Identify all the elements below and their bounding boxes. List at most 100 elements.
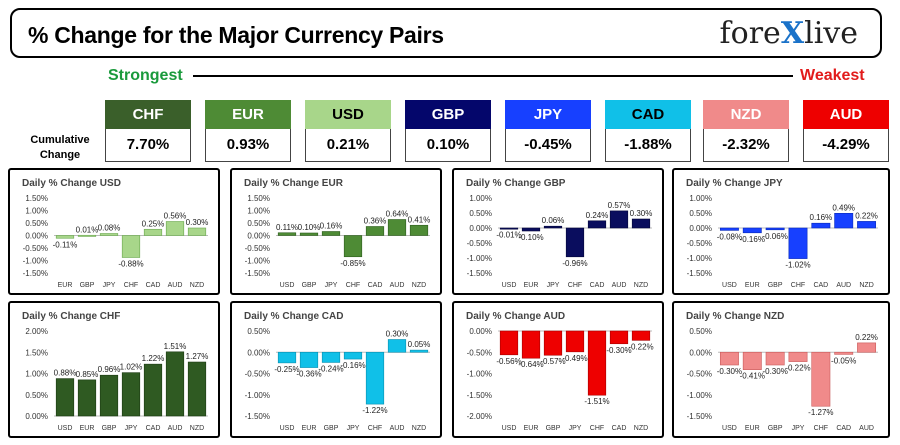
- daily-change-chart: Daily % Change USD 1.50% 1.00% 0.50% 0.00% -0…: [22, 178, 208, 289]
- y-tick-label: 0.50%: [689, 327, 712, 336]
- data-label: -0.64%: [518, 360, 543, 369]
- bar-gbp: [765, 227, 785, 231]
- data-label: -1.27%: [808, 408, 833, 417]
- y-tick-label: 0.00%: [247, 348, 270, 357]
- bar-cad: [811, 222, 831, 229]
- data-label: -0.22%: [785, 364, 810, 373]
- x-tick-label: AUD: [836, 282, 851, 289]
- x-tick-label: GBP: [768, 282, 783, 289]
- x-tick-label: USD: [722, 282, 737, 289]
- bar-gbp: [299, 232, 319, 236]
- data-label: -1.22%: [362, 406, 387, 415]
- x-tick-label: NZD: [412, 282, 426, 289]
- data-label: 1.22%: [142, 354, 165, 363]
- x-tick-label: CAD: [146, 425, 161, 432]
- y-tick-label: 0.00%: [689, 348, 712, 357]
- x-tick-label: USD: [280, 425, 295, 432]
- cumulative-value: -0.45%: [505, 129, 591, 162]
- bar-eur: [742, 227, 762, 234]
- data-label: 1.02%: [120, 363, 143, 372]
- bar-gbp: [99, 374, 119, 417]
- bar-nzd: [631, 218, 651, 229]
- data-label: -0.16%: [740, 235, 765, 244]
- strongest-label: Strongest: [108, 67, 183, 84]
- bar-nzd: [409, 349, 429, 353]
- bar-usd: [499, 227, 519, 230]
- x-tick-label: AUD: [168, 282, 183, 289]
- y-tick-label: 0.50%: [469, 209, 492, 218]
- cumulative-box-cad: CAD -1.88%: [605, 100, 691, 163]
- currency-code: CAD: [605, 100, 691, 129]
- bar-usd: [55, 378, 75, 417]
- chart-title: Daily % Change CHF: [22, 311, 120, 322]
- y-tick-label: 0.00%: [469, 327, 492, 336]
- x-tick-label: CHF: [590, 425, 604, 432]
- bar-chf: [121, 235, 141, 258]
- y-tick-label: 2.00%: [25, 327, 48, 336]
- data-label: -0.08%: [717, 232, 742, 241]
- chart-title: Daily % Change EUR: [244, 178, 344, 189]
- cumulative-value: 0.21%: [305, 129, 391, 162]
- x-tick-label: GBP: [546, 425, 561, 432]
- y-tick-label: 1.00%: [689, 194, 712, 203]
- x-tick-label: CAD: [146, 282, 161, 289]
- daily-change-chart: Daily % Change JPY1.00%0.50%0.00%-0.50%-…: [686, 178, 878, 289]
- currency-code: GBP: [405, 100, 491, 129]
- y-tick-label: 1.00%: [247, 207, 270, 216]
- currency-code: NZD: [703, 100, 789, 129]
- x-tick-label: USD: [502, 425, 517, 432]
- y-tick-label: 0.50%: [689, 209, 712, 218]
- daily-change-chart: Daily % Change NZD 0.50% 0.00% -0.50% -1.00%…: [686, 311, 878, 432]
- bar-eur: [521, 330, 541, 359]
- x-tick-label: JPY: [125, 425, 138, 432]
- x-tick-label: CAD: [590, 282, 605, 289]
- currency-code: AUD: [803, 100, 889, 129]
- x-tick-label: CHF: [346, 282, 360, 289]
- x-tick-label: NZD: [190, 425, 204, 432]
- data-label: 0.24%: [586, 211, 609, 220]
- bar-aud: [857, 342, 877, 353]
- currency-code: JPY: [505, 100, 591, 129]
- y-tick-label: 0.50%: [247, 219, 270, 228]
- bar-chf: [811, 351, 831, 407]
- bar-cad: [143, 228, 163, 236]
- x-tick-label: NZD: [190, 282, 204, 289]
- bar-aud: [165, 351, 185, 417]
- data-label: -0.56%: [496, 357, 521, 366]
- x-tick-label: USD: [280, 282, 295, 289]
- currency-code: EUR: [205, 100, 291, 129]
- bar-nzd: [409, 224, 429, 236]
- cumulative-value: 7.70%: [105, 129, 191, 162]
- x-tick-label: AUD: [168, 425, 183, 432]
- chart-panel-chf: Daily % Change CHF 2.00% 1.50% 1.00% 0.50% 0.…: [8, 301, 220, 438]
- data-label: -0.06%: [762, 232, 787, 241]
- daily-change-chart: Daily % Change GBP1.00%0.50%0.00%-0.50%-…: [466, 178, 652, 289]
- daily-change-chart: Daily % Change EUR 1.50% 1.00% 0.50% 0.00% -0…: [244, 178, 430, 289]
- data-label: -0.25%: [274, 365, 299, 374]
- x-tick-label: USD: [502, 282, 517, 289]
- data-label: 0.56%: [164, 212, 187, 221]
- y-tick-label: -1.50%: [467, 391, 492, 400]
- data-label: 0.25%: [142, 219, 165, 228]
- x-tick-label: CAD: [813, 282, 828, 289]
- bar-jpy: [343, 351, 363, 360]
- data-label: -0.16%: [340, 361, 365, 370]
- y-tick-label: -0.50%: [23, 244, 48, 253]
- bar-chf: [343, 235, 363, 258]
- y-tick-label: 1.50%: [25, 348, 48, 357]
- bar-chf: [365, 351, 385, 405]
- data-label: -0.05%: [831, 356, 856, 365]
- data-label: 0.01%: [76, 225, 99, 234]
- x-tick-label: NZD: [412, 425, 426, 432]
- data-label: 0.96%: [98, 365, 121, 374]
- data-label: 0.06%: [542, 216, 565, 225]
- data-label: 0.16%: [810, 213, 833, 222]
- x-tick-label: CHF: [568, 282, 582, 289]
- data-label: 1.27%: [186, 352, 209, 361]
- bar-eur: [521, 227, 541, 232]
- y-tick-label: 0.00%: [247, 232, 270, 241]
- cumulative-box-jpy: JPY -0.45%: [505, 100, 591, 163]
- data-label: 0.11%: [276, 223, 298, 232]
- data-label: -0.10%: [518, 233, 543, 242]
- chart-title: Daily % Change USD: [22, 178, 121, 189]
